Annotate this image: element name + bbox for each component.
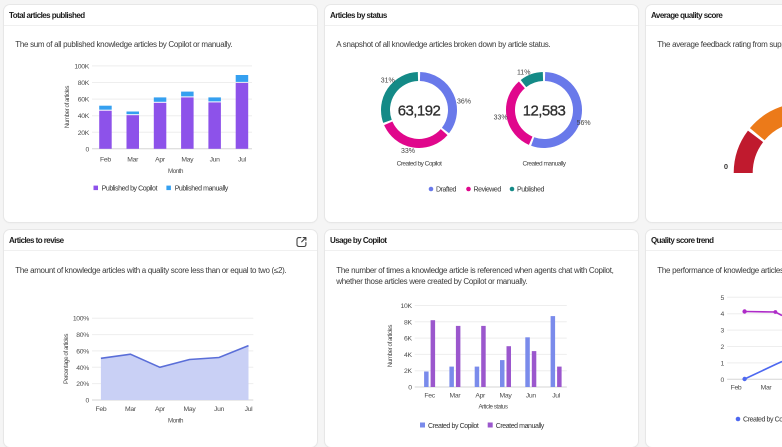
svg-text:0: 0 [721, 377, 725, 384]
svg-text:Apr: Apr [475, 393, 486, 400]
svg-text:Fec: Fec [424, 393, 435, 400]
svg-text:1: 1 [721, 360, 725, 367]
svg-text:20%: 20% [76, 381, 89, 388]
svg-text:Created by Copilot: Created by Copilot [743, 417, 782, 424]
svg-text:60K: 60K [78, 97, 90, 104]
svg-text:36%: 36% [457, 98, 471, 105]
svg-text:Percentage of articles: Percentage of articles [63, 334, 70, 384]
svg-text:Created manually: Created manually [496, 423, 545, 430]
svg-text:0: 0 [724, 162, 728, 171]
svg-text:May: May [500, 393, 513, 400]
svg-text:60%: 60% [76, 348, 89, 355]
svg-text:8K: 8K [404, 319, 412, 326]
svg-text:Reviewed: Reviewed [474, 187, 502, 194]
svg-text:0: 0 [408, 385, 412, 392]
svg-text:Mar: Mar [449, 393, 461, 400]
svg-text:Mar: Mar [127, 157, 139, 164]
svg-text:Created by Copilot: Created by Copilot [397, 161, 443, 168]
svg-text:31%: 31% [381, 78, 395, 85]
svg-text:33%: 33% [401, 148, 415, 155]
svg-text:Mar: Mar [761, 385, 773, 392]
svg-text:Jul: Jul [552, 393, 561, 400]
svg-text:4K: 4K [404, 352, 412, 359]
svg-text:Published manually: Published manually [175, 185, 229, 192]
svg-text:20K: 20K [78, 130, 90, 137]
svg-text:Jun: Jun [210, 157, 221, 164]
svg-text:Jul: Jul [238, 157, 247, 164]
svg-text:Jul: Jul [245, 406, 254, 413]
svg-text:6K: 6K [404, 336, 412, 343]
svg-text:Feb: Feb [100, 157, 111, 164]
svg-text:40K: 40K [78, 113, 90, 120]
svg-text:2: 2 [721, 344, 725, 351]
svg-text:Apr: Apr [155, 406, 166, 413]
svg-text:Number of articles: Number of articles [64, 86, 71, 128]
svg-text:Apr: Apr [155, 157, 166, 164]
svg-text:May: May [184, 406, 197, 413]
svg-text:10K: 10K [400, 303, 412, 310]
svg-text:Number of articles: Number of articles [387, 325, 394, 367]
svg-text:100K: 100K [74, 63, 89, 70]
svg-text:Published by Copilot: Published by Copilot [102, 185, 158, 192]
svg-text:0: 0 [86, 146, 90, 153]
svg-text:100%: 100% [73, 316, 89, 323]
svg-text:5: 5 [721, 295, 725, 302]
svg-text:33%: 33% [494, 115, 508, 122]
svg-text:12,583: 12,583 [523, 103, 566, 120]
svg-text:4: 4 [721, 311, 725, 318]
svg-text:Article status: Article status [478, 404, 507, 411]
svg-text:Jun: Jun [526, 393, 537, 400]
svg-text:Feb: Feb [95, 406, 106, 413]
svg-text:80%: 80% [76, 332, 89, 339]
svg-text:40%: 40% [76, 365, 89, 372]
svg-text:80K: 80K [78, 80, 90, 87]
svg-text:Feb: Feb [731, 385, 742, 392]
svg-text:Drafted: Drafted [436, 187, 457, 194]
svg-text:2K: 2K [404, 368, 412, 375]
svg-text:0: 0 [86, 398, 90, 405]
svg-text:Created manually: Created manually [523, 161, 567, 168]
svg-text:63,192: 63,192 [398, 103, 441, 120]
svg-text:Jun: Jun [214, 406, 225, 413]
svg-text:11%: 11% [517, 70, 531, 77]
svg-text:56%: 56% [577, 120, 591, 127]
svg-text:3: 3 [721, 328, 725, 335]
svg-text:Month: Month [168, 168, 184, 175]
svg-text:Month: Month [168, 418, 184, 425]
svg-text:Mar: Mar [125, 406, 137, 413]
svg-text:Published: Published [517, 187, 544, 194]
svg-text:Created by Copilot: Created by Copilot [428, 423, 479, 430]
svg-text:May: May [181, 157, 194, 164]
